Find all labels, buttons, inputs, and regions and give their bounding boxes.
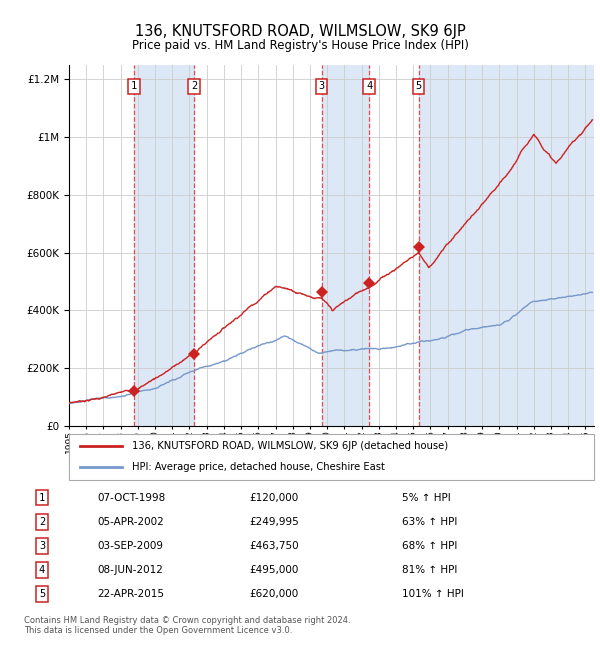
Bar — [322, 65, 369, 426]
Text: 5% ↑ HPI: 5% ↑ HPI — [402, 493, 451, 502]
Text: 03-SEP-2009: 03-SEP-2009 — [97, 541, 163, 551]
Text: 08-JUN-2012: 08-JUN-2012 — [97, 565, 163, 575]
Text: 68% ↑ HPI: 68% ↑ HPI — [402, 541, 457, 551]
Text: Price paid vs. HM Land Registry's House Price Index (HPI): Price paid vs. HM Land Registry's House … — [131, 39, 469, 52]
Text: 3: 3 — [319, 81, 325, 91]
Text: 63% ↑ HPI: 63% ↑ HPI — [402, 517, 457, 526]
Text: This data is licensed under the Open Government Licence v3.0.: This data is licensed under the Open Gov… — [24, 626, 292, 635]
Text: £249,995: £249,995 — [250, 517, 299, 526]
Text: 101% ↑ HPI: 101% ↑ HPI — [402, 589, 464, 599]
Text: Contains HM Land Registry data © Crown copyright and database right 2024.: Contains HM Land Registry data © Crown c… — [24, 616, 350, 625]
Text: 05-APR-2002: 05-APR-2002 — [97, 517, 164, 526]
Text: 5: 5 — [415, 81, 422, 91]
Bar — [134, 65, 194, 426]
Text: £120,000: £120,000 — [250, 493, 299, 502]
Text: 07-OCT-1998: 07-OCT-1998 — [97, 493, 166, 502]
Text: 2: 2 — [191, 81, 197, 91]
Text: £463,750: £463,750 — [250, 541, 299, 551]
Text: 1: 1 — [131, 81, 137, 91]
Bar — [419, 65, 594, 426]
Text: 2: 2 — [39, 517, 45, 526]
Text: 4: 4 — [366, 81, 373, 91]
Text: 136, KNUTSFORD ROAD, WILMSLOW, SK9 6JP (detached house): 136, KNUTSFORD ROAD, WILMSLOW, SK9 6JP (… — [132, 441, 448, 452]
Text: 4: 4 — [39, 565, 45, 575]
Text: 81% ↑ HPI: 81% ↑ HPI — [402, 565, 457, 575]
Text: 5: 5 — [39, 589, 45, 599]
Text: 136, KNUTSFORD ROAD, WILMSLOW, SK9 6JP: 136, KNUTSFORD ROAD, WILMSLOW, SK9 6JP — [134, 24, 466, 39]
Text: £620,000: £620,000 — [250, 589, 299, 599]
Text: 1: 1 — [39, 493, 45, 502]
Text: £495,000: £495,000 — [250, 565, 299, 575]
FancyBboxPatch shape — [69, 434, 594, 480]
Text: 22-APR-2015: 22-APR-2015 — [97, 589, 164, 599]
Text: HPI: Average price, detached house, Cheshire East: HPI: Average price, detached house, Ches… — [132, 462, 385, 473]
Text: 3: 3 — [39, 541, 45, 551]
